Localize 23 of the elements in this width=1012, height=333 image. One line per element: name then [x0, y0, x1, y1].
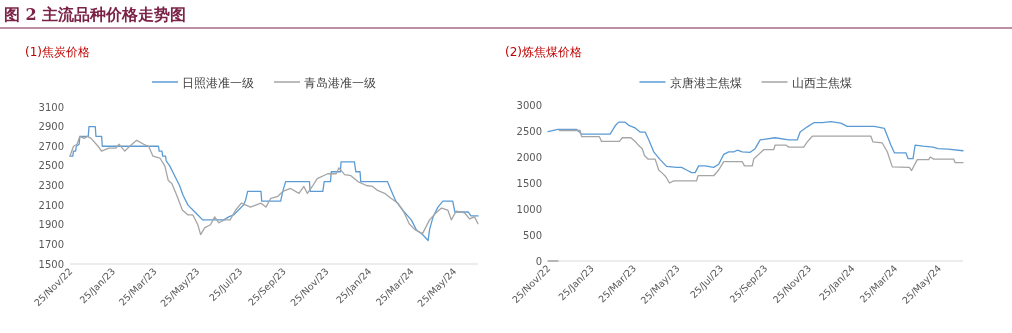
y-tick-label: 1500 [516, 177, 542, 189]
y-tick-label: 2500 [516, 125, 542, 137]
y-tick-label: 2900 [38, 121, 64, 133]
chart-title: (2)炼焦煤价格 [505, 45, 582, 59]
y-tick-label: 2100 [38, 199, 64, 211]
y-tick-label: 0 [535, 255, 542, 267]
y-tick-label: 3000 [516, 99, 542, 111]
y-tick-label: 2700 [38, 140, 64, 152]
caption: 图 2 主流品种价格走势图 [4, 5, 187, 24]
legend-label: 青岛港准一级 [304, 75, 376, 90]
legend-label: 京唐港主焦煤 [669, 75, 742, 90]
y-tick-label: 3100 [38, 101, 64, 113]
y-tick-label: 1000 [516, 203, 542, 215]
y-tick-label: 1500 [38, 258, 64, 270]
y-tick-label: 2500 [38, 160, 64, 172]
y-tick-label: 2300 [38, 180, 64, 191]
legend-label: 山西主焦煤 [791, 75, 852, 90]
chart-title: (1)焦炭价格 [25, 45, 90, 59]
y-tick-label: 500 [522, 229, 542, 241]
y-tick-label: 1900 [38, 219, 64, 231]
y-tick-label: 2000 [516, 151, 542, 163]
legend-label: 日照港准一级 [182, 75, 254, 90]
y-tick-label: 1700 [38, 238, 64, 250]
